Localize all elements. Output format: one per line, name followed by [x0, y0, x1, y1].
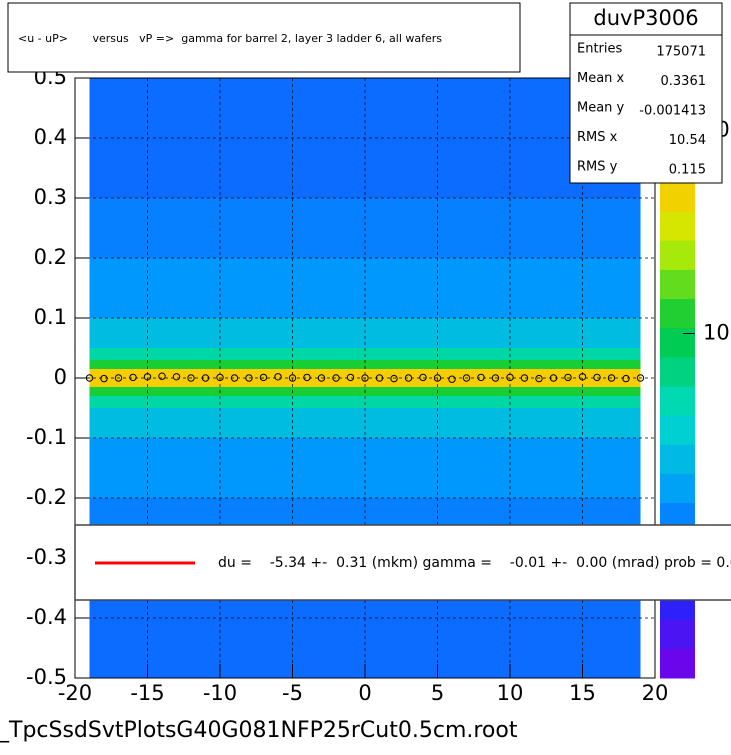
title-box [7, 2, 521, 73]
colorbar-segment [660, 357, 695, 387]
profile-point [578, 373, 587, 381]
profile-point [346, 373, 355, 382]
footer-label: _TpcSsdSvtPlotsG40G081NFP25rCut0.5cm.roo… [0, 718, 518, 743]
stats-label: RMS x [577, 130, 618, 145]
stats-value: 10.54 [669, 133, 706, 148]
y-tick-label: 0.3 [34, 185, 67, 209]
colorbar-segment [660, 473, 695, 504]
profile-point [433, 374, 442, 382]
x-tick-label: 5 [431, 681, 444, 705]
y-tick-label: -0.3 [26, 545, 67, 569]
y-tick-label: -0.4 [26, 605, 67, 629]
colorbar-segment [660, 269, 695, 300]
profile-point [201, 374, 210, 382]
profile-point [404, 374, 413, 382]
x-tick-label: -10 [203, 681, 237, 705]
stats-value: 175071 [656, 45, 706, 60]
stats-label: Entries [577, 42, 623, 57]
legend-text: du = -5.34 +- 0.31 (mkm) gamma = -0.01 +… [218, 555, 731, 571]
profile-point [230, 374, 239, 382]
y-tick-label: 0 [54, 365, 67, 389]
x-tick-label: -20 [58, 681, 92, 705]
y-tick-label: 0.1 [34, 305, 67, 329]
profile-point [332, 374, 340, 382]
colorbar-segment [660, 386, 695, 417]
colorbar-segment [660, 444, 695, 475]
y-tick-label: -0.2 [26, 485, 67, 509]
profile-point [419, 373, 427, 382]
y-tick-label: 0.4 [34, 125, 67, 149]
heatmap-cell [89, 378, 641, 387]
profile-point [100, 374, 108, 383]
heatmap-cell [89, 360, 641, 369]
x-tick-label: 0 [358, 681, 371, 705]
stats-name: duvP3006 [593, 6, 698, 30]
colorbar-label: 10 [703, 320, 730, 344]
profile-point [274, 373, 282, 381]
profile-point [520, 374, 529, 382]
profile-point [462, 374, 471, 382]
profile-point [129, 373, 137, 382]
x-tick-label: 10 [497, 681, 524, 705]
colorbar-segment [660, 182, 695, 213]
x-tick-label: -15 [130, 681, 164, 705]
colorbar-segment [660, 328, 695, 358]
colorbar-segment [660, 299, 695, 329]
y-tick-label: -0.1 [26, 425, 67, 449]
y-tick-label: -0.5 [26, 665, 67, 689]
profile-point [259, 373, 268, 382]
colorbar-segment [660, 619, 695, 650]
profile-point [506, 373, 514, 382]
profile-point [607, 374, 616, 382]
stats-value: 0.115 [669, 163, 706, 178]
profile-point [187, 374, 195, 382]
profile-point [622, 374, 630, 383]
profile-point [216, 373, 224, 382]
profile-point [303, 373, 311, 382]
colorbar-segment [660, 648, 695, 679]
colorbar-segment [660, 240, 695, 271]
profile-point [535, 374, 543, 383]
stats-value: 0.3361 [661, 74, 707, 89]
profile-point [172, 373, 181, 381]
stats-label: Mean y [577, 101, 625, 116]
profile-point [549, 374, 558, 382]
y-tick-label: 0.2 [34, 245, 67, 269]
colorbar-segment [660, 415, 695, 446]
profile-point [448, 375, 456, 383]
profile-point [245, 374, 253, 382]
profile-point [143, 373, 152, 381]
stats-label: Mean x [577, 71, 625, 86]
profile-point [491, 374, 500, 382]
stats-box [569, 2, 723, 184]
profile-point [158, 372, 166, 380]
profile-point [636, 374, 645, 382]
profile-point [375, 374, 384, 382]
profile-point [317, 374, 326, 382]
stats-label: RMS y [577, 160, 618, 175]
x-tick-label: -5 [282, 681, 303, 705]
profile-point [593, 373, 601, 382]
profile-point [477, 373, 485, 382]
profile-point [361, 374, 369, 382]
profile-point [114, 374, 123, 382]
profile-point [564, 373, 572, 382]
x-tick-label: 20 [642, 681, 669, 705]
profile-point [288, 374, 297, 382]
profile-point [390, 374, 398, 383]
stats-value: -0.001413 [639, 104, 706, 119]
colorbar-segment [660, 211, 695, 242]
x-tick-label: 15 [569, 681, 596, 705]
chart-title: <u - uP> versus vP => gamma for barrel 2… [18, 32, 442, 45]
